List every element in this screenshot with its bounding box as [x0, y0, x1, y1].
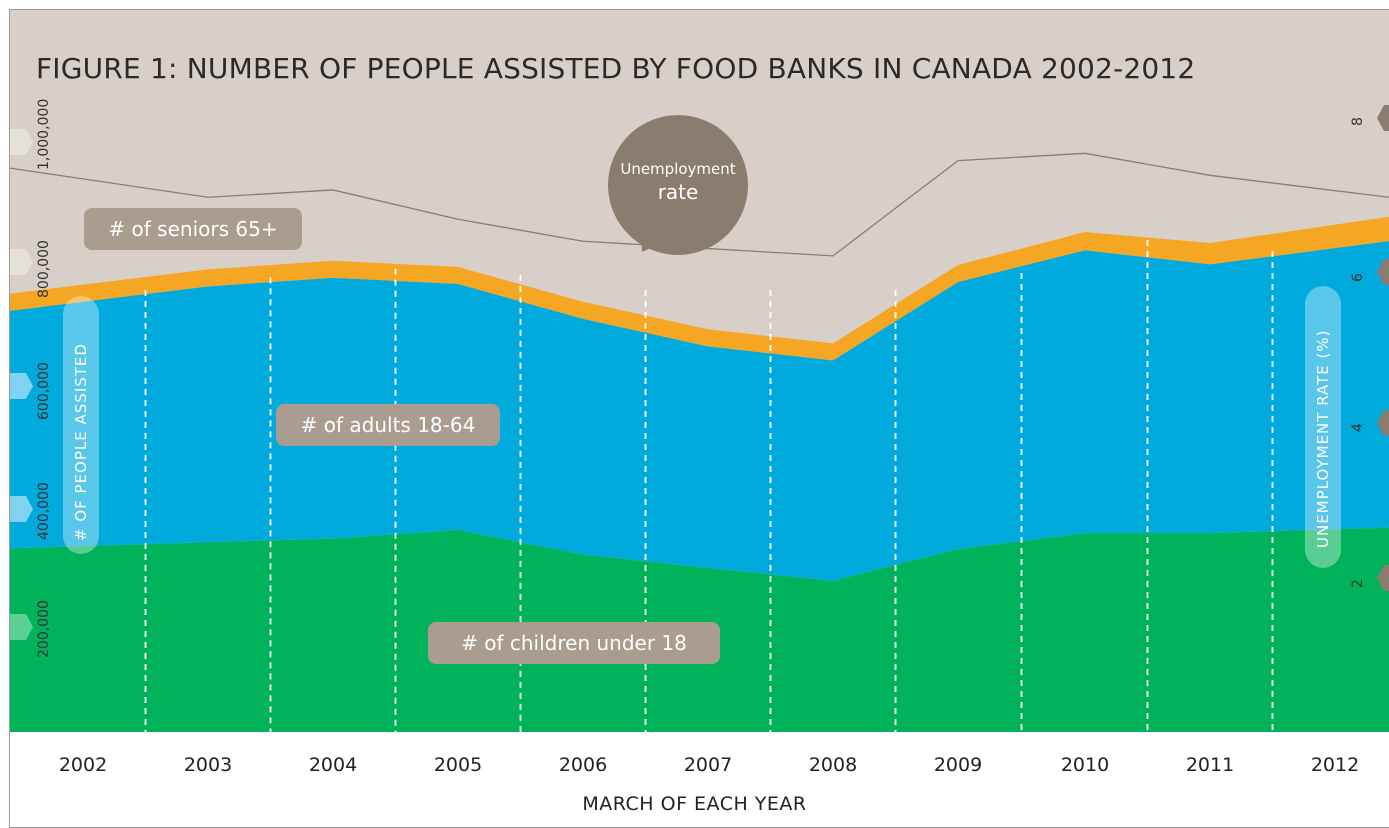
- y-tick-label: 600,000: [36, 362, 52, 420]
- x-tick-label: 2009: [933, 754, 983, 776]
- y-right-tick-marker: [1377, 410, 1389, 436]
- y-tick-marker: [9, 373, 33, 399]
- y-tick-marker: [9, 129, 33, 155]
- y-right-tick-label: 8: [1350, 117, 1366, 126]
- y-tick-marker: [9, 249, 33, 275]
- y-tick-marker: [9, 496, 33, 522]
- y-tick-label: 1,000,000: [36, 98, 52, 170]
- children-label: # of children under 18: [428, 622, 720, 664]
- x-tick-label: 2002: [58, 754, 108, 776]
- x-tick-label: 2008: [808, 754, 858, 776]
- seniors-label: # of seniors 65+: [84, 208, 302, 250]
- x-tick-label: 2003: [183, 754, 233, 776]
- x-tick-label: 2010: [1060, 754, 1110, 776]
- adults-area: [9, 241, 1389, 581]
- y-right-axis-label-pill: [1305, 286, 1341, 568]
- adults-label: # of adults 18-64: [276, 404, 500, 446]
- x-tick-label: 2011: [1185, 754, 1235, 776]
- y-right-tick-label: 2: [1350, 579, 1366, 588]
- x-tick-label: 2004: [308, 754, 358, 776]
- y-tick-label: 400,000: [36, 482, 52, 540]
- y-right-tick-marker: [1377, 259, 1389, 285]
- unemployment-bubble: [608, 115, 748, 255]
- y-right-tick-marker: [1377, 105, 1389, 131]
- bubble-label-bottom: rate: [657, 180, 699, 204]
- seniors-area: [9, 216, 1389, 361]
- bubble-label-top: Unemployment: [620, 160, 736, 178]
- y-tick-label: 800,000: [36, 240, 52, 298]
- x-tick-label: 2006: [558, 754, 608, 776]
- x-axis-label: MARCH OF EACH YEAR: [582, 793, 807, 815]
- chart-title: FIGURE 1: NUMBER OF PEOPLE ASSISTED BY F…: [36, 52, 1196, 85]
- x-tick-label: 2012: [1310, 754, 1360, 776]
- unemployment-line: [8, 152, 1389, 257]
- y-axis-label-pill: [63, 296, 99, 554]
- y-tick-marker: [9, 614, 33, 640]
- x-tick-label: 2005: [433, 754, 483, 776]
- y-right-tick-label: 6: [1350, 273, 1366, 282]
- x-tick-label: 2007: [683, 754, 733, 776]
- y-tick-label: 200,000: [36, 600, 52, 658]
- y-right-tick-marker: [1377, 565, 1389, 591]
- y-axis-label: # OF PEOPLE ASSISTED: [72, 343, 90, 541]
- unemployment-bubble-tail: [640, 220, 668, 252]
- y-right-tick-label: 4: [1350, 423, 1366, 432]
- y-right-axis-label: UNEMPLOYMENT RATE (%): [1314, 329, 1332, 548]
